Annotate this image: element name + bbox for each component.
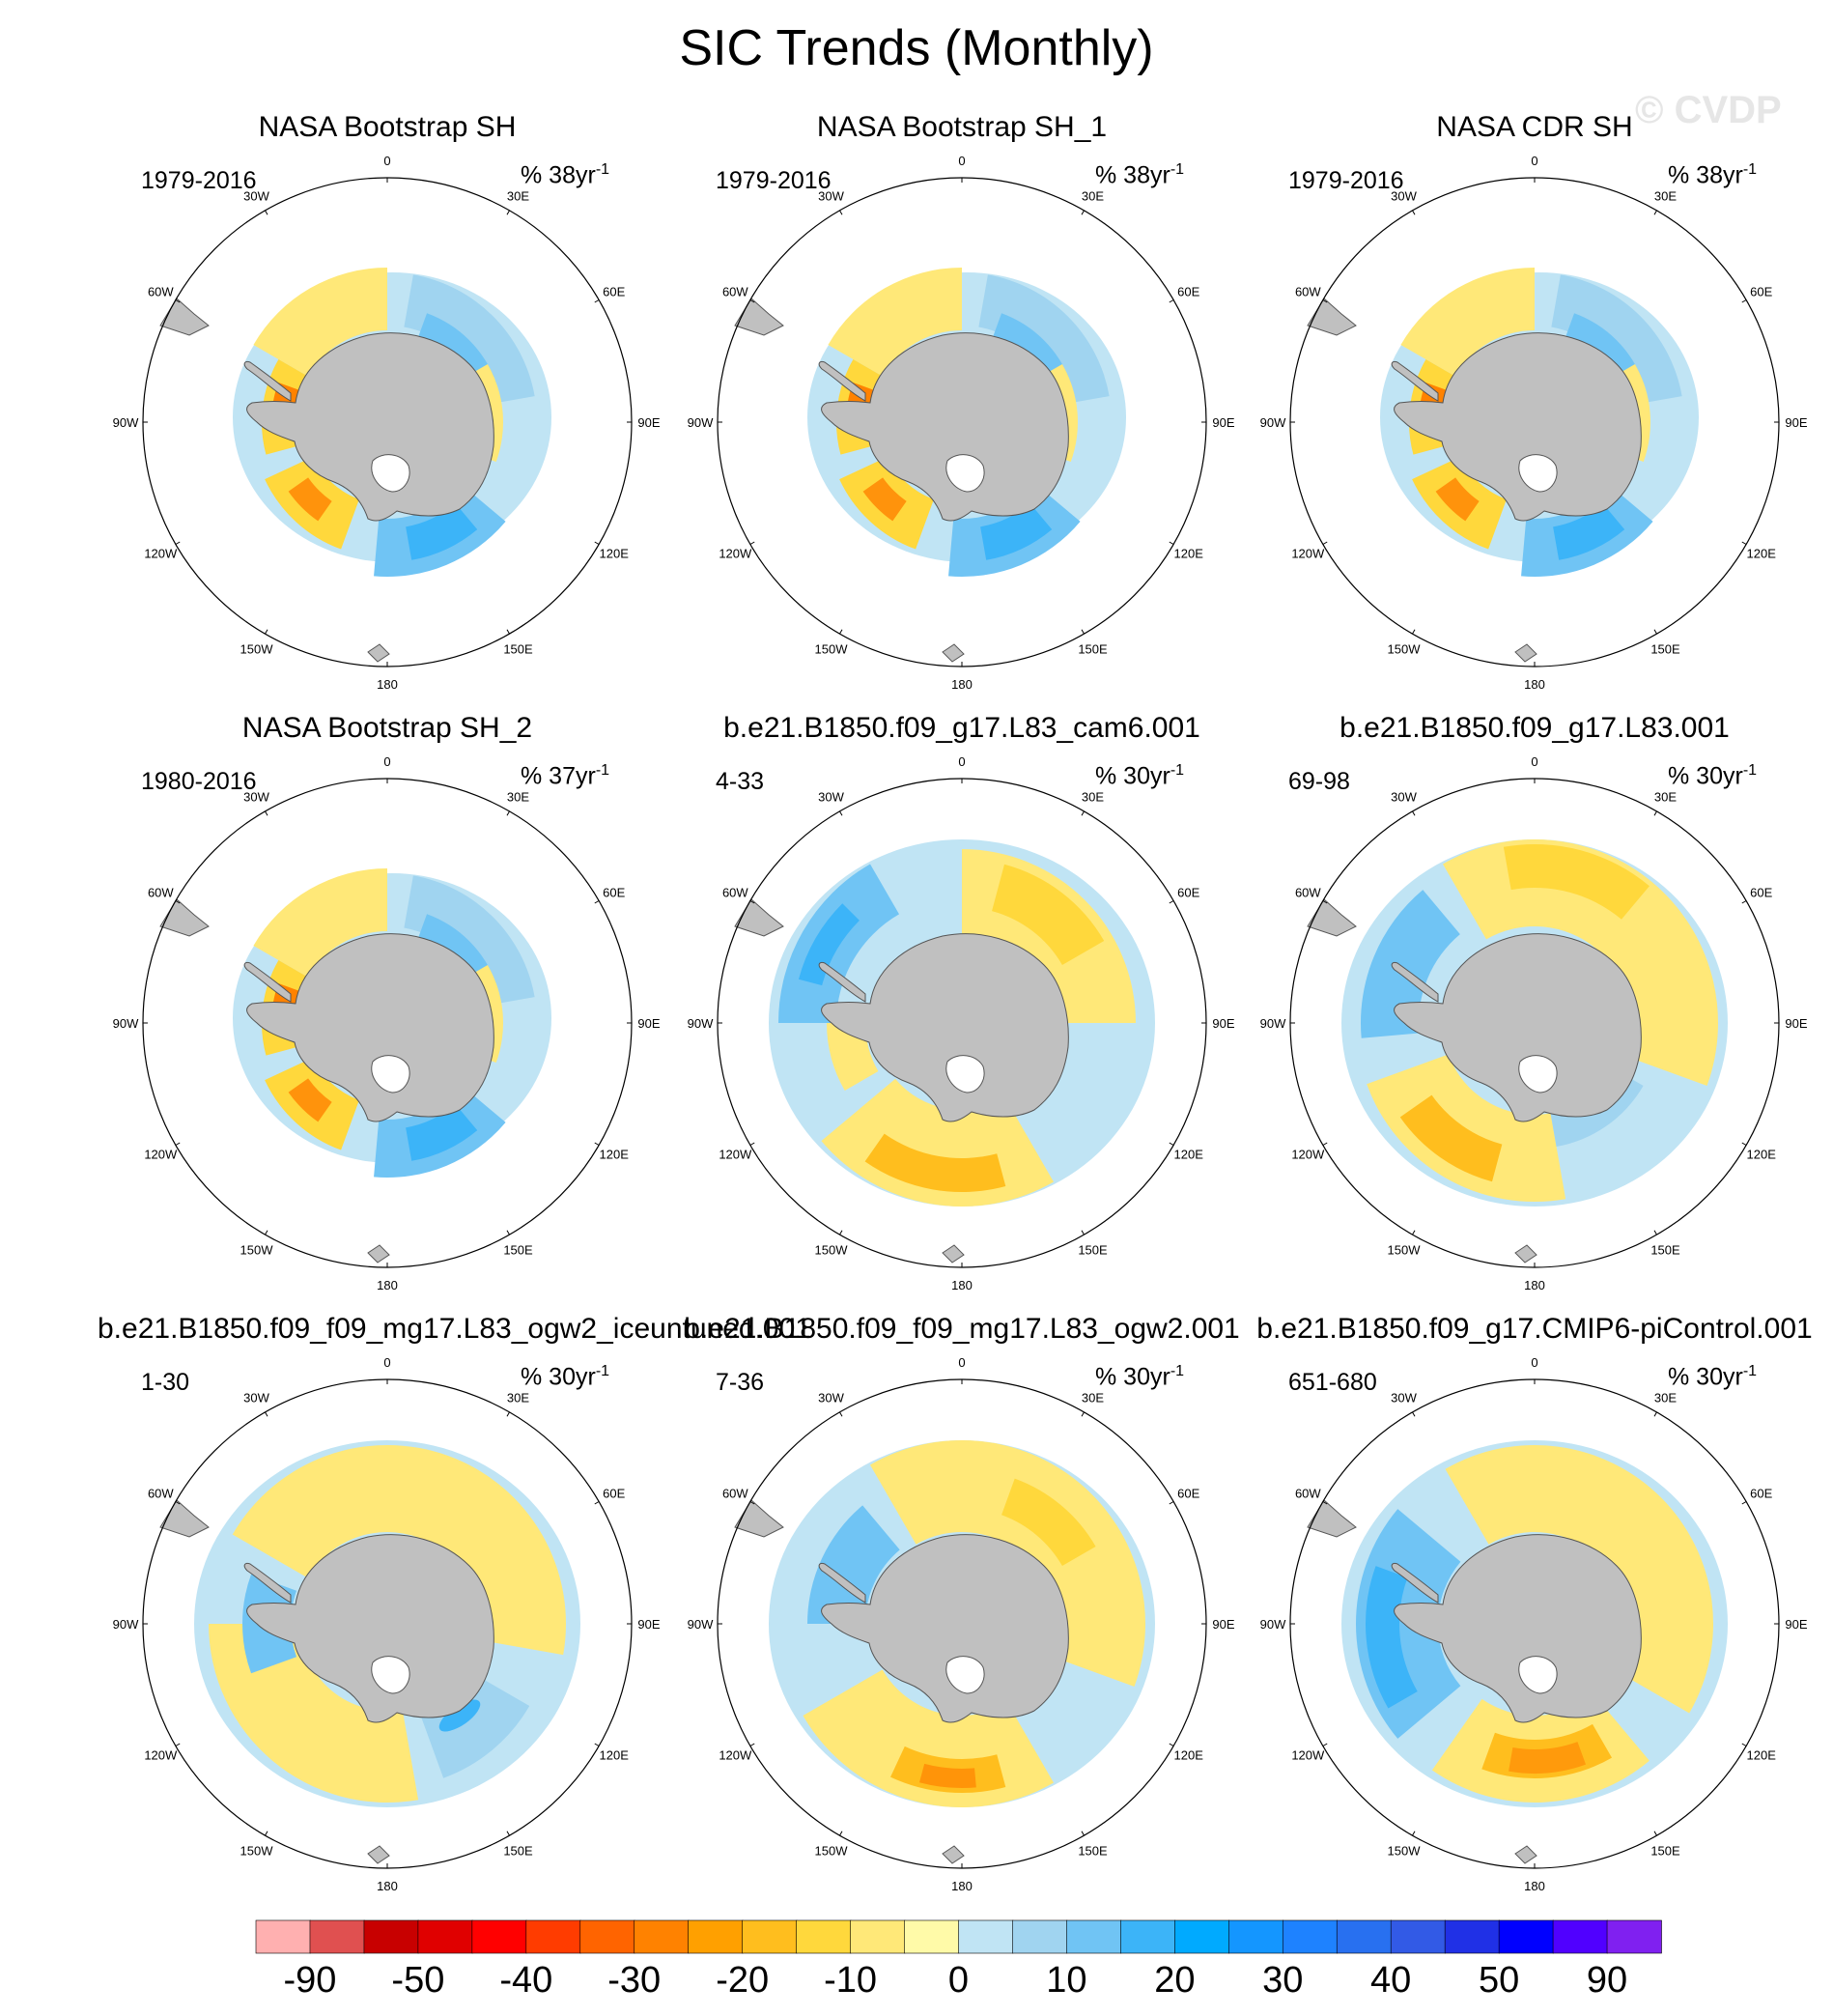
colorbar-tick-label: 30 [1262,1960,1303,2001]
colorbar-swatch [904,1919,960,1954]
units-exponent: -1 [1170,161,1185,178]
units-exponent: -1 [1742,161,1758,178]
units-exponent: -1 [1742,762,1758,779]
units-exponent: -1 [1170,762,1185,779]
colorbar-tick-label: 90 [1587,1960,1627,2001]
colorbar-swatch [1174,1919,1230,1954]
colorbar-swatch [1336,1919,1392,1954]
colorbar-tick-label: 0 [948,1960,969,2001]
colorbar-swatch [1498,1919,1554,1954]
colorbar-swatch [1066,1919,1122,1954]
colorbar-swatch [417,1919,473,1954]
panel-title: NASA Bootstrap SH_1 [816,111,1108,143]
colorbar-swatch [742,1919,798,1954]
units-exponent: -1 [595,1363,610,1379]
colorbar-swatch [688,1919,744,1954]
panel-title: b.e21.B1850.f09_g17.L83_cam6.001 [723,712,1200,744]
colorbar-swatch [1282,1919,1339,1954]
panel-title: b.e21.B1850.f09_f09_mg17.L83_ogw2.001 [684,1313,1240,1345]
colorbar-tick-label: -20 [716,1960,769,2001]
colorbar-tick-label: -90 [284,1960,337,2001]
colorbar-tick-label: 40 [1370,1960,1411,2001]
colorbar-swatch [471,1919,527,1954]
units-exponent: -1 [595,762,610,779]
units-exponent: -1 [1742,1363,1758,1379]
colorbar-swatch [796,1919,852,1954]
colorbar-tick-label: 10 [1046,1960,1086,2001]
colorbar-swatch [850,1919,906,1954]
colorbar-swatch [1606,1919,1662,1954]
colorbar-tick-label: 20 [1154,1960,1195,2001]
colorbar-swatch [309,1919,365,1954]
colorbar-tick-label: 50 [1479,1960,1519,2001]
colorbar-swatch [1390,1919,1446,1954]
watermark: © CVDP [1635,89,1782,131]
colorbar-swatch [1012,1919,1068,1954]
colorbar-swatch [958,1919,1014,1954]
colorbar-tick-label: -10 [824,1960,877,2001]
panel-title: NASA Bootstrap SH_2 [241,712,533,744]
colorbar-tick-label: -40 [499,1960,552,2001]
panel-title: b.e21.B1850.f09_g17.CMIP6-piControl.001 [1256,1313,1813,1345]
panel-title: b.e21.B1850.f09_g17.L83.001 [1340,712,1730,744]
colorbar-swatch [255,1919,311,1954]
units-exponent: -1 [1170,1363,1185,1379]
colorbar-swatch [1552,1919,1608,1954]
colorbar-swatch [1120,1919,1176,1954]
panel-title: NASA Bootstrap SH [258,111,517,143]
colorbar-tick-label: -50 [391,1960,444,2001]
colorbar-tick-label: -30 [607,1960,661,2001]
colorbar-swatch [1444,1919,1500,1954]
colorbar-swatch [363,1919,419,1954]
colorbar-swatch [634,1919,690,1954]
colorbar-swatch [525,1919,581,1954]
units-exponent: -1 [595,161,610,178]
colorbar-swatch [579,1919,635,1954]
colorbar-swatch [1228,1919,1284,1954]
panel-title: NASA CDR SH [1436,111,1633,143]
main-title: SIC Trends (Monthly) [679,20,1154,76]
